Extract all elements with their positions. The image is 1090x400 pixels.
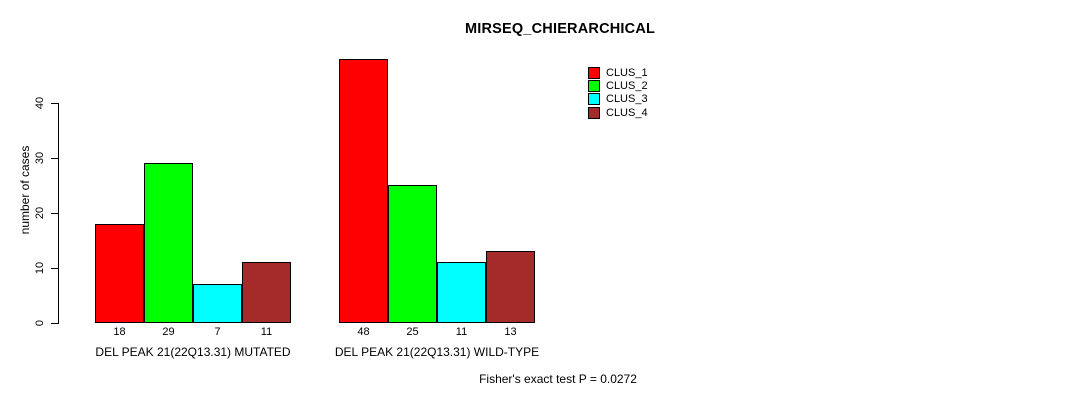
bar-value-label: 18 — [113, 326, 126, 338]
bar-clus_3-group2 — [437, 262, 486, 323]
bar-value-label: 11 — [455, 326, 468, 338]
legend-label: CLUS_4 — [606, 106, 648, 119]
chart-title: MIRSEQ_CHIERARCHICAL — [464, 21, 656, 37]
y-axis-tick — [51, 213, 58, 214]
legend-label: CLUS_2 — [606, 80, 648, 93]
bar-clus_3-group1 — [193, 284, 242, 323]
bar-clus_1-group2 — [339, 59, 388, 323]
y-axis-line — [58, 103, 59, 324]
bar-value-label: 7 — [214, 326, 221, 338]
legend-swatch-icon — [588, 66, 600, 79]
legend-item-clus_3: CLUS_3 — [588, 93, 648, 106]
y-axis-tick-label: 0 — [34, 319, 46, 327]
legend-swatch-icon — [588, 106, 600, 119]
bar-clus_4-group1 — [242, 262, 291, 323]
bar-clus_4-group2 — [486, 251, 535, 323]
bar-clus_2-group1 — [144, 163, 193, 323]
y-axis-label: number of cases — [18, 145, 32, 235]
y-axis-tick-label: 40 — [34, 96, 46, 110]
y-axis-tick — [51, 323, 58, 324]
legend-item-clus_4: CLUS_4 — [588, 106, 648, 119]
bar-value-label: 13 — [504, 326, 517, 338]
legend-swatch-icon — [588, 93, 600, 106]
legend-label: CLUS_3 — [606, 93, 648, 106]
y-axis-tick-label: 10 — [34, 261, 46, 275]
bar-value-label: 29 — [162, 326, 175, 338]
bar-value-label: 25 — [406, 326, 419, 338]
legend: CLUS_1 CLUS_2 CLUS_3 CLUS_4 — [588, 66, 648, 120]
footer-annotation: Fisher's exact test P = 0.0272 — [479, 372, 637, 386]
category-label: DEL PEAK 21(22Q13.31) WILD-TYPE — [334, 345, 540, 359]
y-axis-tick-label: 30 — [34, 151, 46, 165]
legend-swatch-icon — [588, 80, 600, 93]
bar-value-label: 11 — [260, 326, 273, 338]
bar-clus_1-group1 — [95, 224, 144, 323]
bar-clus_2-group2 — [388, 185, 437, 323]
y-axis-tick-label: 20 — [34, 206, 46, 220]
category-label: DEL PEAK 21(22Q13.31) MUTATED — [95, 345, 291, 359]
bar-value-label: 48 — [357, 326, 370, 338]
legend-label: CLUS_1 — [606, 66, 648, 79]
y-axis-tick — [51, 268, 58, 269]
y-axis-tick — [51, 158, 58, 159]
legend-item-clus_1: CLUS_1 — [588, 66, 648, 79]
legend-item-clus_2: CLUS_2 — [588, 79, 648, 93]
y-axis-tick — [51, 103, 58, 104]
